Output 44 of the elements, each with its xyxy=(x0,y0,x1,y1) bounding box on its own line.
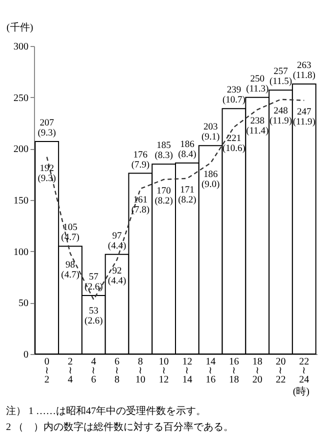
data-label: 239 (10.7) xyxy=(222,86,246,106)
x-tick-label: 10 ≀ 12 xyxy=(158,356,169,386)
x-tick-label: 14 ≀ 16 xyxy=(206,356,216,386)
data-label: 176 (7.9) xyxy=(131,150,150,170)
y-tick-label: 200 xyxy=(14,144,28,156)
y-tick-label: 300 xyxy=(14,42,28,52)
data-label: 92 (4.4) xyxy=(108,266,126,287)
y-tick-label: 100 xyxy=(14,246,28,258)
data-label: 170 (8.2) xyxy=(154,186,173,206)
x-tick-label: 18 ≀ 20 xyxy=(252,356,262,386)
x-tick-label: 12 ≀ 14 xyxy=(182,356,192,386)
y-tick-label: 0 xyxy=(24,350,28,360)
data-label: 185 (8.3) xyxy=(154,141,173,162)
text: 2 （ ）内の数字は総件数に対する百分率である。 xyxy=(6,421,234,433)
x-tick-label: 0 ≀ 2 xyxy=(44,356,50,386)
data-label: 186 (9.0) xyxy=(201,170,220,190)
data-label: 248 (11.9) xyxy=(269,106,292,126)
data-label: 250 (11.3) xyxy=(246,74,269,94)
y-tick-label: 50 xyxy=(18,298,28,310)
x-tick-label: 16 ≀ 18 xyxy=(228,356,239,386)
data-label: 192 (9.3) xyxy=(38,164,56,184)
y-axis-title: (千件) xyxy=(6,22,34,34)
x-tick-label: 20 ≀ 22 xyxy=(276,356,286,386)
x-axis-title: (時) xyxy=(292,386,310,398)
data-label: 257 (11.5) xyxy=(269,67,292,88)
data-label: 171 (8.2) xyxy=(178,185,196,206)
data-label: 98 (4.7) xyxy=(61,260,80,280)
data-label: 263 (11.8) xyxy=(292,60,316,81)
x-tick-label: 2 ≀ 4 xyxy=(68,356,73,386)
x-tick-label: 8 ≀ 10 xyxy=(135,356,146,386)
text: 注） 1 ……は昭和47年中の受理件数を示す。 xyxy=(6,405,206,417)
x-tick-label: 6 ≀ 8 xyxy=(114,356,120,386)
y-tick-label: 150 xyxy=(14,196,28,206)
data-label: 53 (2.6) xyxy=(84,306,103,327)
x-tick-label: 22 ≀ 24 xyxy=(299,356,310,386)
data-label: 105 (4.7) xyxy=(61,223,80,244)
y-tick-label: 250 xyxy=(14,92,28,104)
x-tick-label: 4 ≀ 6 xyxy=(91,356,96,386)
data-label: 238 (11.4) xyxy=(246,116,269,137)
data-label: 247 (11.9) xyxy=(292,107,316,128)
data-label: 207 (9.3) xyxy=(38,118,56,138)
data-label: 203 (9.1) xyxy=(201,122,220,143)
data-label: 161 (7.8) xyxy=(131,196,150,216)
data-label: 186 (8.4) xyxy=(178,140,196,160)
